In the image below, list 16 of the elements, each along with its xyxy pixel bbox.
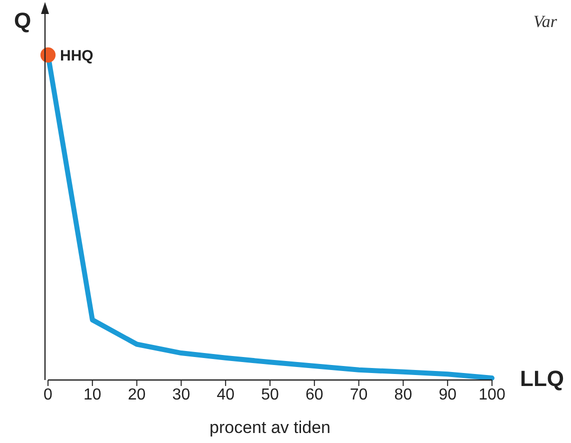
x-tick-label: 80 (394, 386, 412, 404)
text: Var (533, 12, 557, 32)
annotation: HHQ (60, 47, 94, 64)
x-tick-label: 60 (306, 386, 324, 404)
x-tick-label: 20 (128, 386, 146, 404)
x-tick-label: 90 (438, 386, 457, 404)
x-tick-label: 40 (216, 386, 235, 404)
x-tick-label: 30 (172, 386, 190, 404)
x-tick-label: 70 (350, 386, 368, 404)
x-tick-label: 50 (261, 386, 279, 404)
x-tick-label: 10 (84, 386, 102, 404)
annotation: LLQ (520, 366, 564, 391)
x-tick-label: 0 (44, 386, 53, 404)
y-axis-title: Q (14, 8, 32, 34)
x-tick-label: 100 (478, 386, 506, 404)
x-axis-title: procent av tiden (208, 418, 332, 438)
